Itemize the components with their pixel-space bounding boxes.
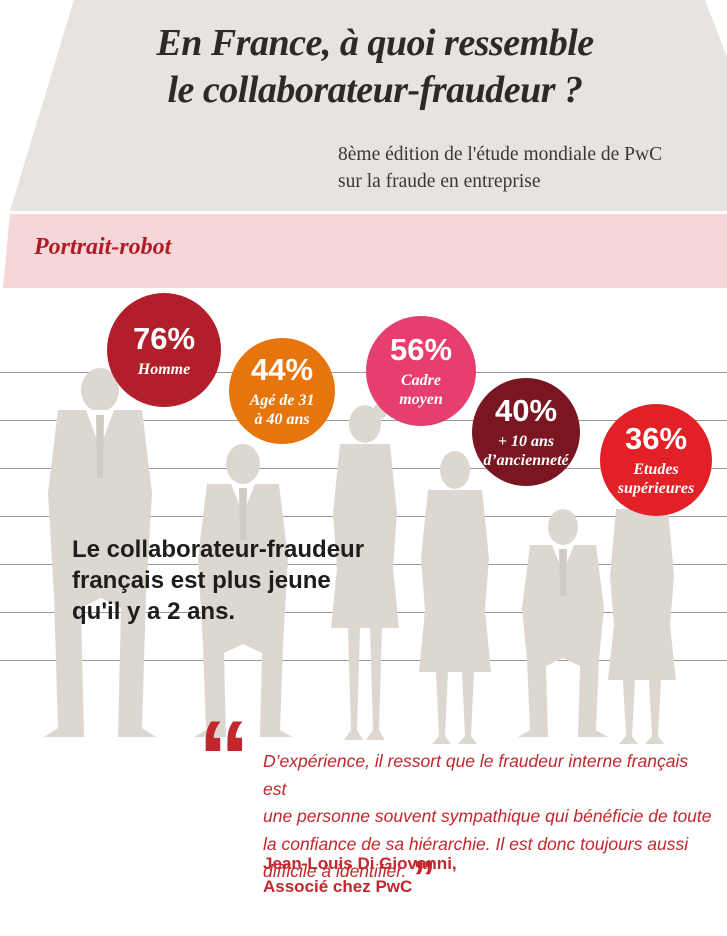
ruled-line: [0, 372, 727, 373]
page-subtitle: 8ème édition de l'étude mondiale de PwC …: [338, 141, 662, 195]
ruled-line: [0, 660, 727, 661]
stat-label: Homme: [137, 360, 191, 378]
stat-bubble-anciennete: 40% + 10 ans d’ancienneté: [472, 378, 580, 486]
stat-bubble-etudes: 36% Etudes supérieures: [600, 404, 712, 516]
section-title: Portrait-robot: [34, 234, 172, 260]
person-silhouette-man-2: [194, 444, 292, 737]
close-quote-icon: ”: [412, 851, 436, 903]
header-block: [10, 0, 727, 211]
quote-author: Jean-Louis Di Giovanni, Associé chez PwC: [263, 854, 457, 896]
stat-label: Cadre moyen: [399, 372, 443, 408]
person-silhouette-man-1: [44, 368, 156, 737]
section-band: [3, 214, 727, 288]
page-title-line1: En France, à quoi ressemble: [156, 22, 594, 64]
page-title: En France, à quoi ressemble le collabora…: [50, 20, 700, 114]
page-subtitle-line1: 8ème édition de l'étude mondiale de PwC: [338, 144, 663, 165]
stat-label: Agé de 31 à 40 ans: [249, 392, 315, 428]
stat-value: 44%: [250, 352, 314, 387]
stat-value: 56%: [389, 332, 453, 367]
stat-value: 76%: [132, 320, 196, 356]
person-silhouette-woman-2: [419, 451, 491, 744]
stat-value: 40%: [494, 393, 558, 428]
stat-value: 36%: [624, 421, 688, 456]
stat-bubble-homme: 76% Homme: [107, 293, 221, 407]
open-quote-icon: “: [198, 700, 250, 816]
page-title-line2: le collaborateur-fraudeur ?: [167, 69, 583, 111]
person-silhouette-man-3: [518, 509, 608, 737]
stat-bubble-age: 44% Agé de 31 à 40 ans: [229, 338, 335, 444]
stat-label: + 10 ans d’ancienneté: [483, 433, 569, 469]
quote-text: D’expérience, il ressort que le fraudeur…: [263, 751, 712, 903]
page-subtitle-line2: sur la fraude en entreprise: [338, 171, 541, 192]
stat-label: Etudes supérieures: [617, 461, 695, 497]
key-statement: Le collaborateur-fraudeur français est p…: [72, 536, 365, 625]
stat-bubble-cadre-moyen: 56% Cadre moyen: [366, 316, 476, 426]
